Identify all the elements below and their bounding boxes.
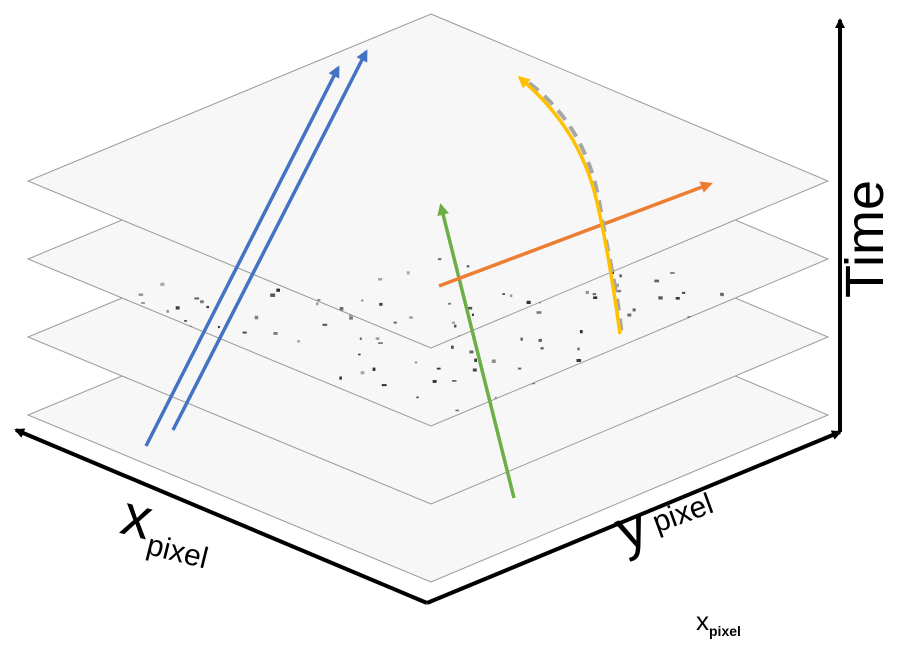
speckle-spot (451, 345, 454, 349)
tracks (144, 49, 713, 499)
speckle-spot (297, 340, 300, 343)
corner-axis-label-sub: pixel (709, 623, 741, 639)
x-axis-line (14, 428, 428, 605)
green-track (437, 203, 516, 499)
speckle-spot (436, 367, 441, 370)
speckle-spot (409, 316, 413, 319)
speckle-spot (372, 367, 376, 371)
speckle-spot (455, 409, 459, 412)
speckle-spot (381, 384, 387, 387)
speckle-spot (166, 309, 169, 313)
speckle-spot (206, 305, 210, 309)
gray-dashed-track (527, 81, 624, 339)
speckle-spot (577, 347, 580, 351)
speckle-spot (670, 272, 675, 274)
speckle-spot (416, 396, 419, 399)
speckle-spot (160, 282, 165, 286)
speckle-spot (619, 274, 622, 278)
axes (14, 18, 845, 605)
orange-track (438, 181, 713, 288)
speckle-spot (675, 297, 680, 300)
speckle-spot (184, 320, 187, 322)
speckle-spot (720, 293, 724, 297)
speckle-spot (361, 299, 364, 302)
speckle-spot (273, 332, 278, 335)
speckle-spot (658, 296, 663, 300)
speckle-spot (358, 353, 361, 356)
speckle-spot (360, 371, 365, 375)
speckle-spot (502, 293, 505, 295)
speckle-spot (509, 294, 513, 298)
speckle-spot (217, 326, 220, 329)
speckle-spot (437, 258, 442, 261)
speckle-spot (472, 368, 477, 372)
blue-track-2 (171, 49, 368, 431)
blue-track-1 (144, 65, 340, 447)
speckle-spot (447, 302, 452, 305)
speckle-spot (339, 307, 344, 311)
speckle-spot (494, 396, 497, 400)
speckle-spot (322, 323, 328, 326)
speckle-spot (526, 300, 531, 304)
speckle-spot (466, 265, 470, 268)
speckle-spot (359, 337, 362, 340)
speckle-spot (627, 313, 632, 317)
frame-top-plane (26, 13, 830, 349)
speckle-spot (681, 291, 686, 294)
speckle-spot (242, 331, 247, 334)
speckle-spot (536, 311, 542, 314)
speckle-spot (339, 376, 342, 380)
speckle-spot (138, 293, 144, 296)
speckle-spot (491, 359, 496, 363)
speckle-spot (451, 321, 455, 324)
speckle-spot (616, 289, 622, 293)
speckle-spot (593, 296, 598, 299)
speckle-spot (175, 306, 180, 310)
speckle-spot (632, 308, 636, 312)
speckle-spot (270, 293, 276, 297)
speckle-spot (454, 324, 457, 328)
corner-axis-label-main: x (696, 606, 709, 636)
speckle-spot (254, 315, 259, 320)
speckle-spot (585, 290, 589, 294)
speckle-spot (467, 306, 473, 310)
speckle-spot (720, 292, 724, 295)
speckle-spot (517, 367, 522, 370)
speckle-spot (474, 358, 477, 362)
speckle-spot (432, 380, 437, 383)
speckle-spot (393, 321, 397, 324)
speckle-spot (654, 279, 660, 283)
speckle-spot (316, 302, 319, 306)
y-axis-line (426, 430, 842, 605)
speckle-spot (378, 342, 383, 344)
speckle-spot (471, 313, 474, 316)
y-axis-label-sub: pixel (648, 487, 718, 540)
corner-axis-label: xpixel (696, 608, 741, 638)
speckle-spot (592, 293, 597, 296)
speckle-spot (614, 283, 619, 288)
yellow-track (517, 76, 622, 335)
speckle-spot (194, 297, 200, 300)
speckle-spot (520, 337, 523, 341)
speckle-spot (375, 337, 380, 340)
speckle-spot (414, 361, 418, 364)
speckle-spot (378, 278, 383, 281)
speckle-spot (379, 302, 383, 306)
speckle-spot (576, 359, 582, 362)
speckle-spot (469, 350, 474, 354)
speckle-spot (349, 316, 353, 320)
speckle-spot (540, 347, 544, 350)
time-axis-label: Time (835, 180, 895, 298)
speckle-spot (538, 338, 542, 342)
speckle-spot (579, 330, 583, 334)
speckle-spot (406, 271, 410, 275)
speckle-spot (451, 380, 457, 382)
speckle-spot (276, 288, 280, 292)
speckle-spot (317, 299, 321, 301)
speckle-spot (200, 300, 204, 304)
speckle-spot (141, 302, 145, 304)
